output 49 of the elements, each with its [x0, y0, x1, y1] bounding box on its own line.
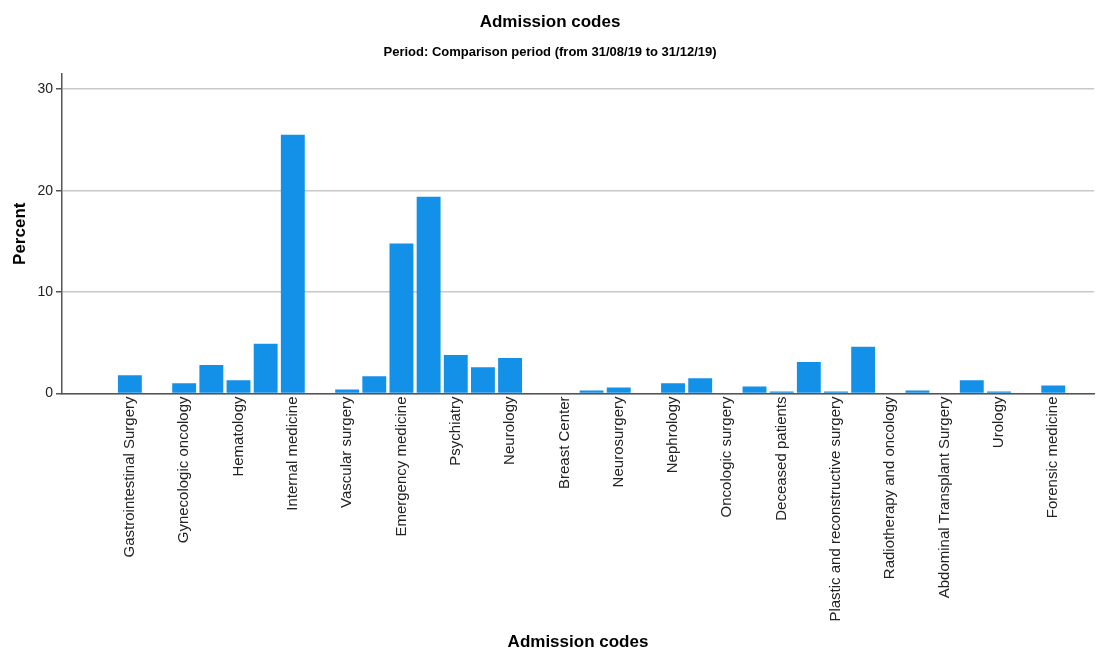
bar [443, 354, 468, 393]
bar [226, 380, 251, 393]
bar [851, 346, 876, 393]
x-tick-label: Gynecologic oncology [174, 396, 192, 544]
bar [498, 358, 523, 393]
bar [389, 243, 414, 393]
bar [362, 376, 387, 393]
bar [335, 389, 360, 393]
x-axis-title: Admission codes [507, 632, 649, 652]
bar [199, 365, 224, 393]
bar [688, 378, 713, 393]
x-tick-label: Radiotherapy and oncology [880, 396, 898, 580]
bar [470, 367, 495, 393]
x-tick-label: Vascular surgery [337, 396, 355, 508]
bar [416, 196, 441, 393]
bar [905, 390, 930, 393]
y-tick-label: 20 [37, 181, 54, 198]
x-tick-label: Neurology [500, 396, 518, 465]
bar [742, 386, 767, 393]
x-tick-label: Breast Center [554, 396, 572, 490]
y-tick-label: 0 [45, 384, 54, 401]
y-tick-label: 10 [37, 282, 54, 299]
bar [172, 383, 197, 393]
bar [796, 362, 821, 393]
x-tick-label: Abdominal Transplant Surgery [934, 396, 952, 599]
chart-title: Admission codes [479, 11, 621, 31]
x-tick-label: Deceased patients [771, 396, 789, 521]
x-tick-label: Nephrology [663, 396, 681, 474]
chart-subtitle: Period: Comparison period (from 31/08/19 to 31/12/19) [383, 43, 717, 59]
bar [280, 134, 305, 393]
bar [253, 343, 278, 393]
y-tick-label: 30 [37, 80, 54, 97]
bar [606, 387, 631, 393]
x-tick-label: Neurosurgery [608, 396, 626, 488]
bar [959, 380, 984, 393]
x-tick-label: Internal medicine [282, 396, 300, 511]
bar [117, 375, 142, 393]
x-tick-label: Urology [989, 396, 1007, 449]
bar [579, 390, 604, 393]
y-axis-title: Percent [9, 202, 29, 265]
x-tick-label: Hematology [228, 396, 246, 477]
x-tick-label: Oncologic surgery [717, 396, 735, 518]
x-tick-label: Gastrointestinal Surgery [120, 396, 138, 558]
x-tick-label: Emergency medicine [391, 396, 409, 537]
x-tick-label: Plastic and reconstructive surgery [826, 396, 844, 622]
bar [1041, 385, 1066, 393]
x-tick-label: Forensic medicine [1043, 396, 1061, 519]
bar [661, 383, 685, 393]
x-tick-label: Psychiatry [445, 396, 463, 466]
